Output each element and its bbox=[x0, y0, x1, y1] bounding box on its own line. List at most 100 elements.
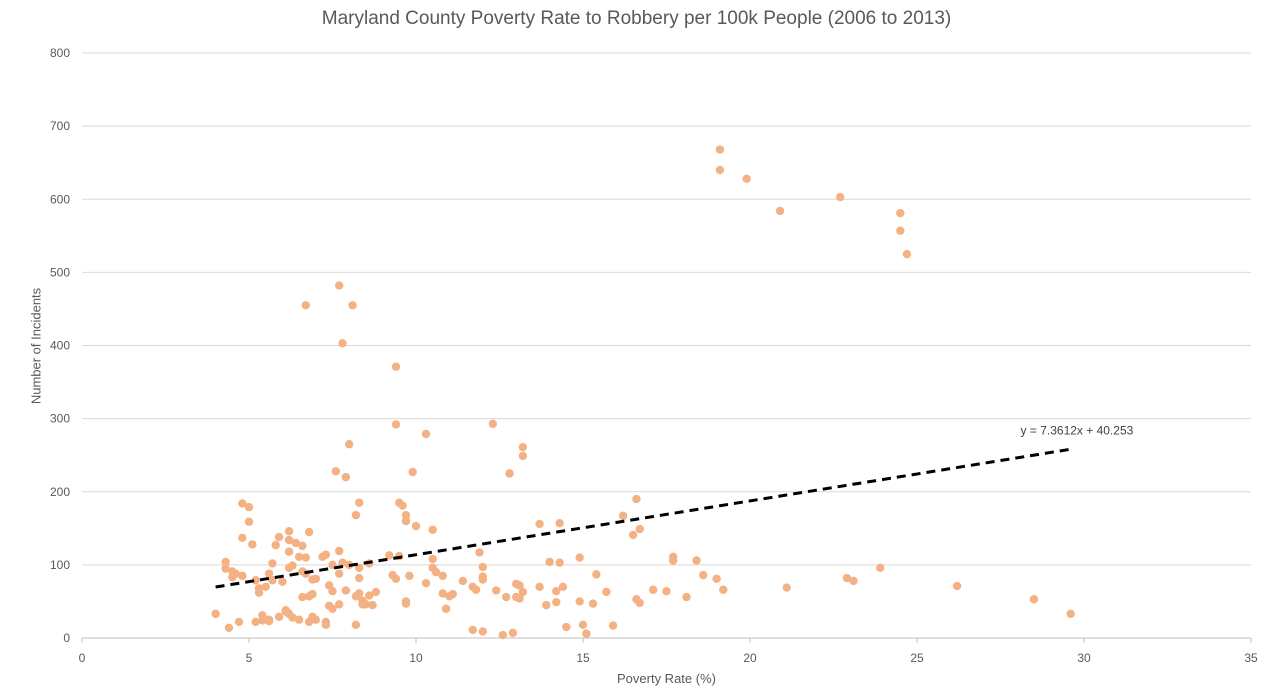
data-point bbox=[441, 604, 451, 613]
data-point bbox=[331, 467, 341, 476]
data-point bbox=[438, 589, 447, 598]
data-point bbox=[361, 600, 371, 609]
x-tick-label: 25 bbox=[910, 651, 924, 665]
data-point bbox=[518, 442, 528, 452]
data-point bbox=[301, 553, 310, 562]
data-point bbox=[575, 553, 584, 562]
x-tick-label: 15 bbox=[576, 651, 590, 665]
data-point bbox=[401, 599, 411, 608]
data-point bbox=[876, 563, 885, 572]
y-tick-label: 300 bbox=[50, 412, 70, 426]
data-point bbox=[578, 620, 588, 630]
y-tick-label: 700 bbox=[50, 119, 70, 133]
data-point bbox=[221, 557, 230, 567]
data-point bbox=[562, 622, 571, 632]
data-point bbox=[896, 208, 905, 218]
data-point bbox=[552, 587, 561, 596]
data-point bbox=[274, 532, 284, 542]
data-point bbox=[896, 226, 905, 235]
data-point bbox=[488, 419, 498, 428]
data-point bbox=[668, 556, 678, 565]
data-point bbox=[715, 145, 725, 154]
data-point bbox=[682, 592, 691, 602]
data-point bbox=[628, 530, 638, 540]
data-point bbox=[248, 540, 257, 549]
data-point bbox=[238, 571, 247, 581]
data-point bbox=[311, 574, 320, 583]
data-point bbox=[365, 591, 374, 600]
data-point bbox=[351, 510, 361, 520]
data-point bbox=[264, 615, 274, 624]
data-point bbox=[321, 550, 331, 559]
data-point bbox=[371, 587, 381, 597]
data-point bbox=[274, 612, 284, 621]
data-point bbox=[308, 589, 317, 599]
data-point bbox=[742, 174, 751, 183]
data-point bbox=[555, 558, 564, 567]
data-point bbox=[505, 469, 514, 478]
data-point bbox=[478, 562, 487, 572]
data-point bbox=[311, 615, 320, 624]
x-tick-label: 35 bbox=[1244, 651, 1258, 665]
data-point bbox=[448, 589, 457, 599]
data-point bbox=[1029, 595, 1039, 604]
trendline bbox=[215, 447, 1071, 589]
data-point bbox=[401, 510, 411, 520]
data-point bbox=[261, 582, 270, 592]
data-point bbox=[498, 630, 508, 640]
data-point bbox=[258, 616, 267, 625]
data-point bbox=[542, 600, 551, 610]
data-point bbox=[582, 629, 591, 638]
data-point bbox=[635, 598, 644, 608]
data-point bbox=[224, 623, 234, 632]
data-point bbox=[411, 521, 421, 531]
data-point bbox=[355, 589, 364, 598]
data-point bbox=[338, 339, 347, 348]
data-point bbox=[632, 494, 641, 504]
data-point bbox=[328, 587, 337, 596]
data-point bbox=[334, 281, 344, 290]
data-point bbox=[271, 540, 280, 550]
data-point bbox=[468, 625, 477, 635]
data-point bbox=[334, 569, 344, 578]
data-point bbox=[231, 569, 240, 578]
data-point bbox=[351, 620, 361, 630]
data-point bbox=[518, 587, 528, 597]
data-point bbox=[298, 592, 307, 602]
data-point bbox=[401, 516, 411, 526]
data-point bbox=[421, 429, 431, 439]
data-point bbox=[355, 573, 364, 583]
data-point bbox=[501, 592, 511, 602]
y-tick-label: 200 bbox=[50, 485, 70, 499]
chart-title: Maryland County Poverty Rate to Robbery … bbox=[321, 8, 952, 29]
data-point bbox=[588, 599, 598, 608]
data-point bbox=[328, 604, 337, 613]
data-point bbox=[221, 564, 230, 573]
data-point bbox=[284, 547, 294, 556]
data-point bbox=[575, 597, 584, 606]
data-point bbox=[775, 206, 785, 216]
data-point bbox=[298, 541, 307, 551]
data-point bbox=[288, 613, 297, 622]
data-point bbox=[558, 582, 568, 592]
data-point bbox=[438, 571, 447, 581]
data-point bbox=[334, 546, 344, 556]
data-point bbox=[478, 627, 487, 636]
x-tick-label: 30 bbox=[1077, 651, 1091, 665]
data-point bbox=[291, 538, 300, 548]
data-point bbox=[294, 552, 304, 562]
x-tick-label: 10 bbox=[409, 651, 423, 665]
data-point bbox=[535, 519, 544, 529]
data-point bbox=[321, 617, 331, 627]
data-point bbox=[264, 569, 274, 578]
data-point bbox=[238, 533, 247, 543]
data-point bbox=[719, 585, 728, 594]
y-tick-label: 0 bbox=[63, 631, 70, 645]
data-point bbox=[254, 584, 264, 593]
data-point bbox=[334, 600, 344, 609]
data-point bbox=[244, 517, 254, 526]
data-point bbox=[952, 581, 962, 591]
data-point bbox=[458, 576, 467, 586]
data-point bbox=[341, 586, 351, 595]
